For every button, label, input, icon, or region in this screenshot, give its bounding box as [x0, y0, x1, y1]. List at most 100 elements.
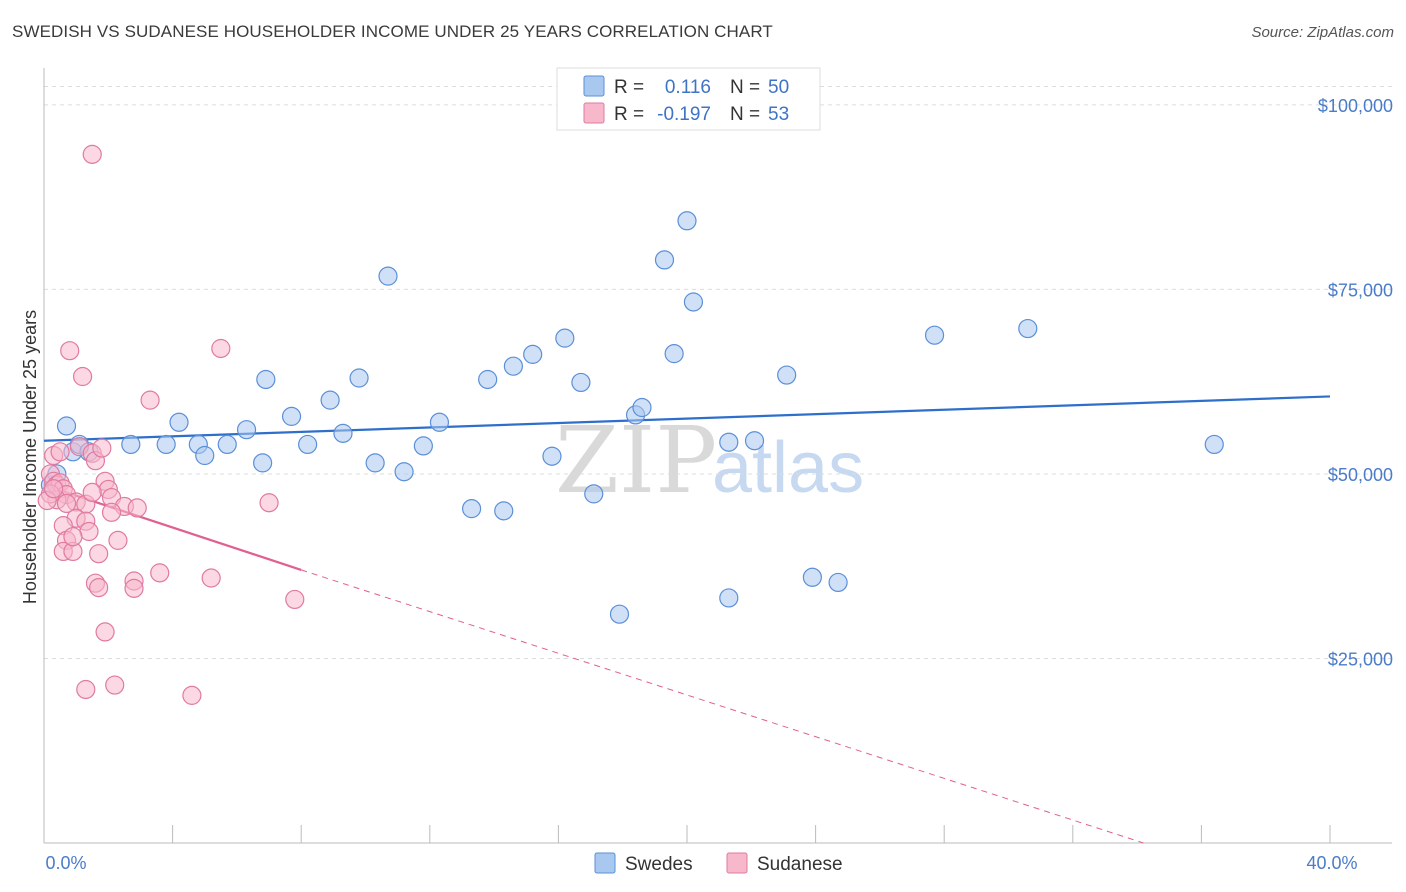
- point-swedes: [461, 499, 482, 519]
- source-credit: Source: ZipAtlas.com: [1251, 24, 1394, 41]
- bottom-legend-label-sudanese: Sudanese: [757, 854, 843, 875]
- point-swedes: [677, 211, 697, 231]
- point-swedes: [632, 397, 652, 418]
- point-sudanese: [89, 578, 109, 598]
- point-sudanese: [201, 568, 221, 588]
- point-swedes: [664, 344, 684, 364]
- y-tick-label: $100,000: [1318, 96, 1393, 116]
- point-swedes: [413, 436, 433, 456]
- point-swedes: [654, 250, 675, 270]
- point-swedes: [503, 356, 523, 376]
- point-sudanese: [95, 622, 115, 642]
- point-swedes: [256, 369, 276, 390]
- point-swedes: [1018, 318, 1038, 339]
- point-sudanese: [44, 479, 64, 499]
- point-swedes: [349, 368, 369, 388]
- point-sudanese: [50, 442, 70, 462]
- point-swedes: [683, 292, 704, 312]
- legend-r-label-sudanese: R =: [614, 104, 644, 125]
- point-sudanese: [105, 675, 125, 695]
- y-tick-label: $25,000: [1328, 649, 1393, 669]
- point-swedes: [169, 412, 189, 432]
- point-sudanese: [127, 498, 147, 518]
- point-swedes: [478, 369, 498, 390]
- bottom-legend-label-swedes: Swedes: [625, 854, 693, 875]
- point-sudanese: [89, 544, 109, 564]
- legend-swatch-swedes: [583, 75, 605, 97]
- point-swedes: [802, 567, 822, 587]
- point-swedes: [298, 434, 318, 455]
- point-sudanese: [101, 502, 122, 522]
- y-tick-label: $50,000: [1328, 465, 1393, 485]
- point-sudanese: [72, 366, 93, 387]
- bottom-legend-swatch-sudanese: [726, 852, 748, 874]
- point-swedes: [253, 453, 273, 473]
- point-sudanese: [82, 144, 102, 164]
- point-swedes: [333, 423, 353, 443]
- point-swedes: [195, 445, 215, 466]
- legend-r-value-sudanese: -0.197: [657, 104, 711, 125]
- chart-title: SWEDISH VS SUDANESE HOUSEHOLDER INCOME U…: [12, 22, 773, 41]
- x-tick-labels: 0.0% 40.0%: [45, 853, 1357, 873]
- point-swedes: [1204, 434, 1224, 455]
- point-swedes: [555, 328, 575, 348]
- point-sudanese: [211, 338, 231, 359]
- point-swedes: [719, 588, 739, 608]
- point-swedes: [121, 434, 141, 455]
- point-sudanese: [108, 530, 128, 550]
- point-swedes: [571, 372, 591, 393]
- point-sudanese: [285, 589, 305, 610]
- legend-n-label-swedes: N =: [730, 77, 760, 98]
- y-axis-label: Householder Income Under 25 years: [20, 310, 40, 604]
- point-sudanese: [56, 493, 77, 514]
- point-swedes: [365, 453, 385, 473]
- point-sudanese: [124, 578, 144, 598]
- bottom-legend-swatch-swedes: [594, 852, 616, 874]
- point-sudanese: [76, 679, 96, 700]
- point-swedes: [924, 325, 945, 345]
- point-swedes: [378, 266, 398, 286]
- point-sudanese: [79, 521, 99, 542]
- point-sudanese: [92, 438, 112, 458]
- point-sudanese: [82, 482, 102, 503]
- legend-swatch-sudanese: [583, 102, 605, 124]
- point-swedes: [584, 484, 604, 504]
- legend: R = 0.116 N = 50 R = -0.197 N = 53: [556, 67, 821, 131]
- legend-n-label-sudanese: N =: [730, 104, 760, 125]
- axes: [43, 68, 1392, 844]
- point-swedes: [777, 365, 797, 385]
- legend-n-value-sudanese: 53: [768, 104, 789, 125]
- point-sudanese: [140, 390, 160, 410]
- point-swedes: [523, 344, 543, 364]
- legend-n-value-swedes: 50: [768, 77, 789, 98]
- bottom-legend: Swedes Sudanese: [594, 852, 843, 875]
- point-swedes: [719, 432, 739, 452]
- point-sudanese: [150, 563, 170, 583]
- point-swedes: [542, 446, 562, 466]
- y-tick-labels: $25,000 $50,000 $75,000 $100,000: [1318, 96, 1393, 670]
- watermark-zip: ZIP: [555, 407, 717, 514]
- data-points: [37, 144, 1224, 705]
- point-sudanese: [63, 527, 83, 547]
- legend-r-value-swedes: 0.116: [665, 77, 711, 98]
- point-swedes: [281, 406, 302, 426]
- trend-line-swedes: [43, 395, 1331, 442]
- trend-line-sudanese-extension: [301, 569, 1144, 844]
- point-swedes: [236, 420, 257, 440]
- legend-r-label-swedes: R =: [614, 77, 644, 98]
- x-tick-label: 0.0%: [45, 853, 86, 873]
- point-sudanese: [259, 493, 279, 513]
- point-swedes: [494, 501, 514, 521]
- point-sudanese: [182, 685, 202, 705]
- x-tick-label: 40.0%: [1306, 853, 1357, 873]
- point-sudanese: [60, 341, 80, 361]
- y-tick-label: $75,000: [1328, 280, 1393, 300]
- grid-lines: [44, 85, 1392, 659]
- point-swedes: [156, 434, 176, 455]
- point-swedes: [217, 434, 237, 455]
- point-swedes: [609, 604, 630, 624]
- point-swedes: [56, 416, 77, 436]
- point-swedes: [320, 390, 340, 410]
- point-swedes: [744, 431, 765, 451]
